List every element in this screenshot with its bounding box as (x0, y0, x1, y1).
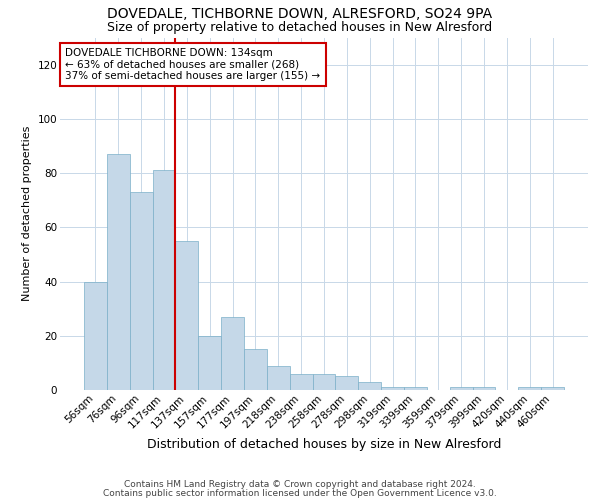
Bar (244, 350, 267, 390)
Bar (152, 170, 175, 390)
X-axis label: Distribution of detached houses by size in New Alresford: Distribution of detached houses by size … (147, 438, 501, 451)
Text: Size of property relative to detached houses in New Alresford: Size of property relative to detached ho… (107, 21, 493, 34)
Bar (198, 336, 221, 390)
Bar (450, 388, 473, 390)
Bar (518, 388, 541, 390)
Bar (107, 154, 130, 390)
Bar (381, 388, 404, 390)
Bar (84, 282, 107, 390)
Bar (473, 388, 496, 390)
Bar (221, 317, 244, 390)
Bar (335, 376, 358, 390)
Bar (404, 388, 427, 390)
Bar (130, 192, 152, 390)
Bar (358, 382, 381, 390)
Text: Contains public sector information licensed under the Open Government Licence v3: Contains public sector information licen… (103, 489, 497, 498)
Text: DOVEDALE, TICHBORNE DOWN, ALRESFORD, SO24 9PA: DOVEDALE, TICHBORNE DOWN, ALRESFORD, SO2… (107, 8, 493, 22)
Bar (267, 366, 290, 390)
Bar (290, 374, 313, 390)
Y-axis label: Number of detached properties: Number of detached properties (22, 126, 32, 302)
Bar (175, 241, 198, 390)
Text: DOVEDALE TICHBORNE DOWN: 134sqm
← 63% of detached houses are smaller (268)
37% o: DOVEDALE TICHBORNE DOWN: 134sqm ← 63% of… (65, 48, 320, 82)
Bar (313, 374, 335, 390)
Text: Contains HM Land Registry data © Crown copyright and database right 2024.: Contains HM Land Registry data © Crown c… (124, 480, 476, 489)
Bar (541, 388, 564, 390)
